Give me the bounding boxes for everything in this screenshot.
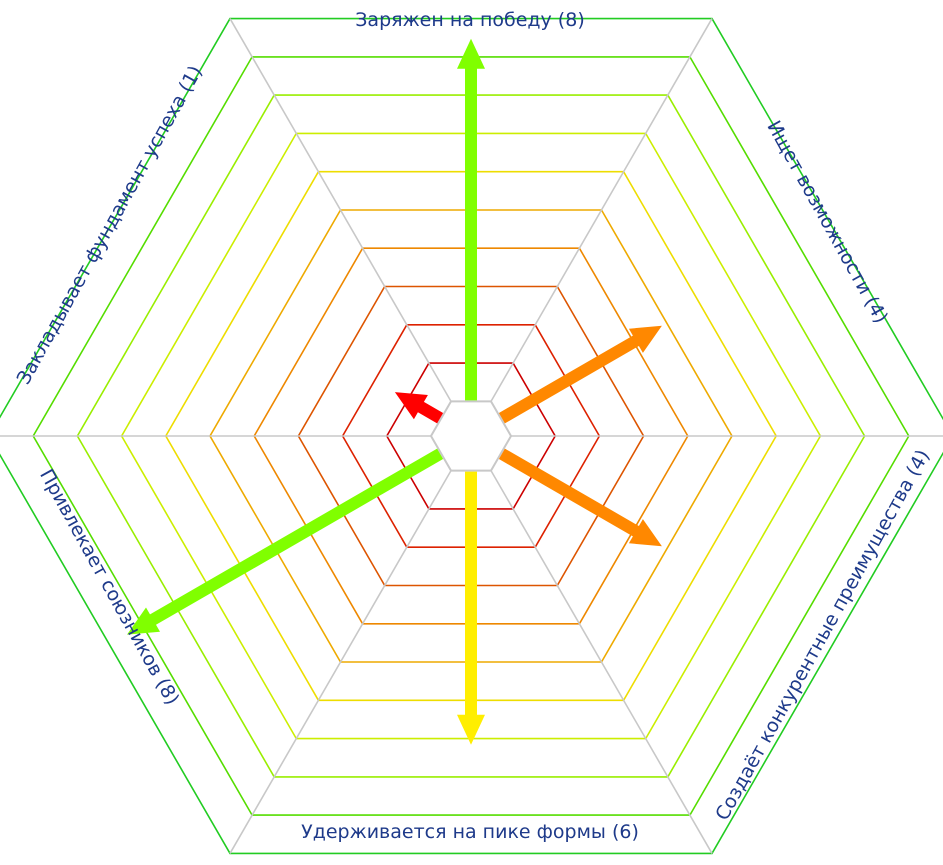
- axis-label-0: Заряжен на победу (8): [355, 9, 584, 31]
- grid-spokes: [0, 18, 943, 854]
- axis-label-4: Привлекает союзников (8): [35, 466, 183, 709]
- value-arrow-4: [127, 448, 444, 635]
- axis-label-3: Удерживается на пике формы (6): [301, 821, 639, 843]
- value-arrow-0: [457, 38, 485, 401]
- value-arrow-5: [394, 392, 444, 424]
- axis-label-2: Создаёт конкурентные преимущества (4): [711, 446, 934, 824]
- value-arrows: [127, 38, 662, 745]
- grid-spoke-4: [229, 18, 452, 402]
- value-arrow-1: [498, 325, 662, 424]
- grid-spoke-1: [490, 470, 713, 854]
- grid-spoke-5: [490, 18, 713, 402]
- grid-spoke-2: [229, 470, 452, 854]
- value-arrow-3: [457, 471, 485, 745]
- center-hexagon: [429, 400, 513, 472]
- value-arrow-2: [498, 448, 662, 547]
